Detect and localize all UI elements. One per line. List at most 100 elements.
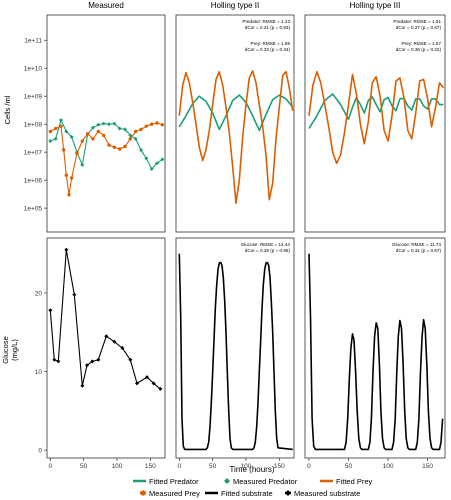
panel-title: Holling type III: [350, 1, 401, 10]
y-tick-label: 1e+11: [24, 38, 42, 45]
panel-frame: [304, 14, 446, 233]
point-measured-prey: [53, 126, 58, 131]
point-measured-prey: [107, 143, 111, 147]
x-tick-label: 100: [112, 463, 123, 470]
point-measured-prey: [139, 127, 143, 132]
x-tick-label: 0: [178, 463, 182, 470]
y-tick-label: 20: [35, 290, 43, 297]
point-measured-prey: [149, 122, 154, 126]
point-measured-prey: [160, 123, 165, 127]
legend-label-fitted-prey: Fitted Prey: [336, 477, 373, 486]
panel-title: Measured: [88, 1, 124, 10]
annotation-text: Prey: RMSE = 1.85: [251, 41, 291, 46]
point-measured-substrate: [158, 386, 163, 391]
panel-4: 0 10 20 0 50 100 150: [35, 237, 166, 470]
point-measured-substrate: [128, 357, 133, 362]
x-tick-label: 150: [145, 463, 156, 470]
series-line-fitted-predator: [178, 94, 294, 132]
legend-marker-measured-substrate: [285, 490, 291, 496]
point-measured-prey: [91, 137, 95, 141]
point-measured-predator: [107, 122, 111, 127]
point-measured-prey: [48, 129, 53, 134]
legend-label-fitted-predator: Fitted Predator: [149, 477, 199, 486]
panel-3: Holling type III Predator: RMSE = 1.51dCo…: [304, 1, 446, 233]
point-measured-substrate: [151, 381, 156, 386]
x-tick-label: 150: [422, 463, 433, 470]
point-measured-predator: [80, 162, 85, 167]
point-measured-prey: [144, 124, 149, 128]
point-measured-prey: [133, 129, 138, 134]
point-measured-prey: [155, 121, 159, 125]
legend: Fitted Predator Measured Predator Fitted…: [133, 477, 373, 498]
annotation-text: dCor = 0.33 (p = 0.34): [245, 47, 291, 52]
y-tick-label: 1e+08: [24, 121, 43, 128]
point-measured-predator: [53, 136, 58, 141]
point-measured-substrate: [52, 357, 57, 362]
y-tick-label: 1e+07: [24, 149, 43, 156]
x-tick-label: 100: [241, 463, 252, 470]
point-measured-substrate: [112, 339, 117, 344]
point-measured-prey: [112, 145, 117, 149]
point-measured-prey: [123, 144, 127, 149]
point-measured-substrate: [135, 381, 139, 386]
point-measured-prey: [59, 124, 63, 128]
point-measured-predator: [155, 161, 159, 166]
point-measured-prey: [64, 173, 69, 177]
point-measured-predator: [139, 147, 143, 152]
series-line-fitted-substrate: [308, 253, 444, 451]
series-line-measured-predator: [50, 119, 163, 170]
series-line-fitted-prey: [178, 70, 294, 204]
legend-marker-measured-predator: [224, 478, 230, 484]
panel-frame: [175, 237, 295, 459]
y-tick-label: 1e+09: [24, 94, 43, 101]
point-measured-predator: [149, 167, 154, 172]
point-measured-substrate: [64, 247, 69, 252]
point-measured-substrate: [104, 334, 109, 339]
point-measured-prey: [117, 147, 122, 151]
point-measured-substrate: [120, 346, 125, 350]
x-tick-label: 100: [383, 463, 394, 470]
panel-frame: [46, 14, 166, 233]
panel-frame: [175, 14, 295, 233]
point-measured-substrate: [145, 375, 149, 380]
point-measured-predator: [117, 126, 122, 131]
x-tick-label: 0: [307, 463, 311, 470]
annotation-text: dCor = 0.28 (p = 0.86): [245, 248, 291, 253]
annotation-text: Predator: RMSE = 1.51: [393, 19, 441, 24]
y-tick-label: 1e+10: [24, 66, 43, 73]
panel-title: Holling type II: [211, 1, 259, 10]
point-measured-predator: [59, 118, 63, 123]
point-measured-prey: [96, 129, 101, 134]
annotation-text: Glucose: RMSE = 12.44: [241, 242, 291, 247]
x-tick-label: 50: [345, 463, 353, 470]
annotation-text: dCor = 0.21 (p = 0.93): [245, 25, 291, 30]
point-measured-prey: [85, 132, 90, 136]
point-measured-predator: [133, 136, 138, 141]
series-line-fitted-substrate: [178, 253, 293, 451]
panel-1: Measured 1e+05 1e+06 1e+07 1e+08 1e+09 1e+10 1e…: [24, 1, 166, 233]
annotation-text: Glucose: RMSE = 11.74: [392, 242, 442, 247]
point-measured-substrate: [48, 308, 53, 313]
legend-label-measured-predator: Measured Predator: [233, 477, 298, 486]
series-line-fitted-predator: [308, 93, 444, 129]
panel-frame: [46, 237, 166, 459]
point-measured-predator: [128, 133, 133, 138]
point-measured-predator: [144, 156, 149, 161]
point-measured-prey: [69, 176, 74, 180]
point-measured-predator: [91, 125, 95, 130]
y-axis-label-cells: Cells /ml: [3, 95, 12, 124]
point-measured-substrate: [80, 383, 85, 388]
point-measured-prey: [61, 148, 66, 152]
annotation-text: dCor = 0.31 (p = 0.67): [396, 248, 442, 253]
annotation-text: dCor = 0.27 (p = 0.67): [396, 25, 442, 30]
x-tick-label: 0: [49, 463, 53, 470]
point-measured-prey: [128, 137, 133, 141]
y-tick-label: 0: [38, 447, 42, 454]
point-measured-predator: [112, 121, 117, 126]
series-line-measured-substrate: [49, 249, 161, 390]
y-axis-label-glucose-line1: Glucose: [1, 336, 10, 364]
